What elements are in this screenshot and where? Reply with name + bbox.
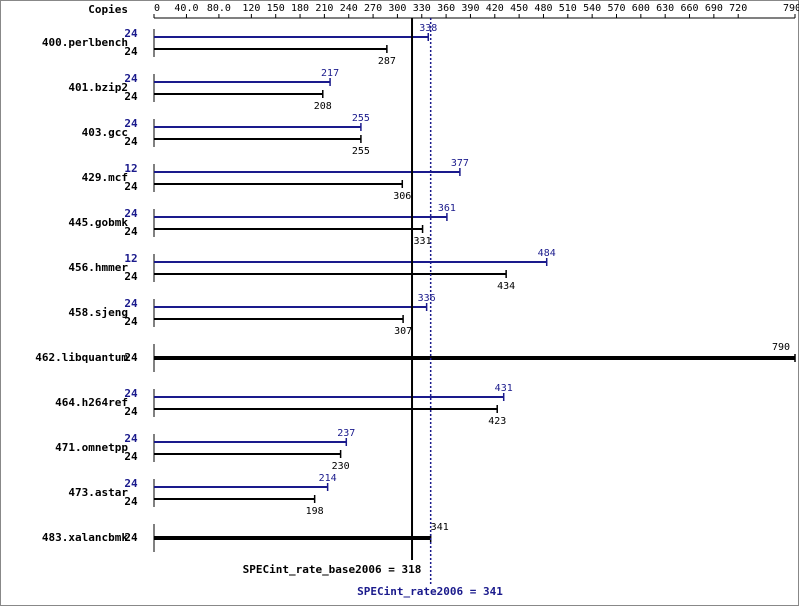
category-label: 458.sjeng bbox=[68, 306, 128, 319]
category-label: 456.hmmer bbox=[68, 261, 128, 274]
copies-label: 24 bbox=[124, 405, 138, 418]
category-label: 403.gcc bbox=[82, 126, 128, 139]
value-label: 237 bbox=[337, 428, 355, 439]
x-tick-label: 600 bbox=[632, 3, 650, 14]
x-tick-label: 420 bbox=[486, 3, 504, 14]
category-label: 462.libquantum bbox=[35, 351, 128, 364]
x-tick-label: 570 bbox=[607, 3, 625, 14]
copies-label: 24 bbox=[124, 117, 138, 130]
x-tick-label: 270 bbox=[364, 3, 382, 14]
value-label: 306 bbox=[393, 191, 411, 202]
category-label: 483.xalancbmk bbox=[42, 531, 128, 544]
x-tick-label: 630 bbox=[656, 3, 674, 14]
value-label: 377 bbox=[451, 158, 469, 169]
category-label: 400.perlbench bbox=[42, 36, 128, 49]
copies-label: 24 bbox=[124, 351, 138, 364]
copies-label: 24 bbox=[124, 135, 138, 148]
value-label: 214 bbox=[319, 473, 337, 484]
category-label: 429.mcf bbox=[82, 171, 128, 184]
value-label: 336 bbox=[418, 293, 436, 304]
copies-label: 12 bbox=[124, 252, 137, 265]
x-tick-label: 180 bbox=[291, 3, 309, 14]
x-tick-label: 690 bbox=[705, 3, 723, 14]
value-label: 431 bbox=[495, 383, 513, 394]
value-label: 338 bbox=[419, 23, 437, 34]
x-tick-label: 40.0 bbox=[174, 3, 198, 14]
x-tick-label: 240 bbox=[340, 3, 358, 14]
copies-label: 24 bbox=[124, 450, 138, 463]
value-label: 217 bbox=[321, 68, 339, 79]
x-tick-label: 300 bbox=[388, 3, 406, 14]
reference-label: SPECint_rate_base2006 = 318 bbox=[243, 563, 422, 576]
copies-header: Copies bbox=[88, 3, 128, 16]
reference-label: SPECint_rate2006 = 341 bbox=[357, 585, 503, 598]
x-tick-label: 390 bbox=[461, 3, 479, 14]
category-label: 401.bzip2 bbox=[68, 81, 128, 94]
value-label: 307 bbox=[394, 326, 412, 337]
x-tick-label: 210 bbox=[315, 3, 333, 14]
copies-label: 24 bbox=[124, 45, 138, 58]
x-tick-label: 540 bbox=[583, 3, 601, 14]
category-label: 473.astar bbox=[68, 486, 128, 499]
copies-label: 24 bbox=[124, 180, 138, 193]
copies-label: 24 bbox=[124, 531, 138, 544]
category-label: 445.gobmk bbox=[68, 216, 128, 229]
value-label: 484 bbox=[538, 248, 556, 259]
value-label: 255 bbox=[352, 146, 370, 157]
x-tick-label: 120 bbox=[242, 3, 260, 14]
value-label: 287 bbox=[378, 56, 396, 67]
copies-label: 24 bbox=[124, 495, 138, 508]
copies-label: 24 bbox=[124, 297, 138, 310]
value-label: 230 bbox=[332, 461, 350, 472]
x-tick-label: 510 bbox=[559, 3, 577, 14]
category-label: 464.h264ref bbox=[55, 396, 128, 409]
x-tick-label: 360 bbox=[437, 3, 455, 14]
value-label: 434 bbox=[497, 281, 515, 292]
x-tick-label: 720 bbox=[729, 3, 747, 14]
value-label: 208 bbox=[314, 101, 332, 112]
value-label: 423 bbox=[488, 416, 506, 427]
copies-label: 24 bbox=[124, 207, 138, 220]
x-tick-label: 450 bbox=[510, 3, 528, 14]
copies-label: 12 bbox=[124, 162, 137, 175]
x-tick-label: 790 bbox=[783, 3, 799, 14]
x-tick-label: 660 bbox=[680, 3, 698, 14]
value-label: 331 bbox=[414, 236, 432, 247]
x-tick-label: 80.0 bbox=[207, 3, 231, 14]
x-tick-label: 150 bbox=[267, 3, 285, 14]
category-label: 471.omnetpp bbox=[55, 441, 128, 454]
value-label: 361 bbox=[438, 203, 456, 214]
copies-label: 24 bbox=[124, 270, 138, 283]
copies-label: 24 bbox=[124, 27, 138, 40]
copies-label: 24 bbox=[124, 90, 138, 103]
copies-label: 24 bbox=[124, 315, 138, 328]
x-tick-label: 480 bbox=[534, 3, 552, 14]
x-tick-label: 0 bbox=[154, 3, 160, 14]
copies-label: 24 bbox=[124, 225, 138, 238]
value-label: 198 bbox=[306, 506, 324, 517]
copies-label: 24 bbox=[124, 72, 138, 85]
value-label: 255 bbox=[352, 113, 370, 124]
copies-label: 24 bbox=[124, 432, 138, 445]
value-label: 341 bbox=[431, 522, 449, 533]
x-tick-label: 330 bbox=[413, 3, 431, 14]
value-label: 790 bbox=[772, 342, 790, 353]
copies-label: 24 bbox=[124, 387, 138, 400]
copies-label: 24 bbox=[124, 477, 138, 490]
